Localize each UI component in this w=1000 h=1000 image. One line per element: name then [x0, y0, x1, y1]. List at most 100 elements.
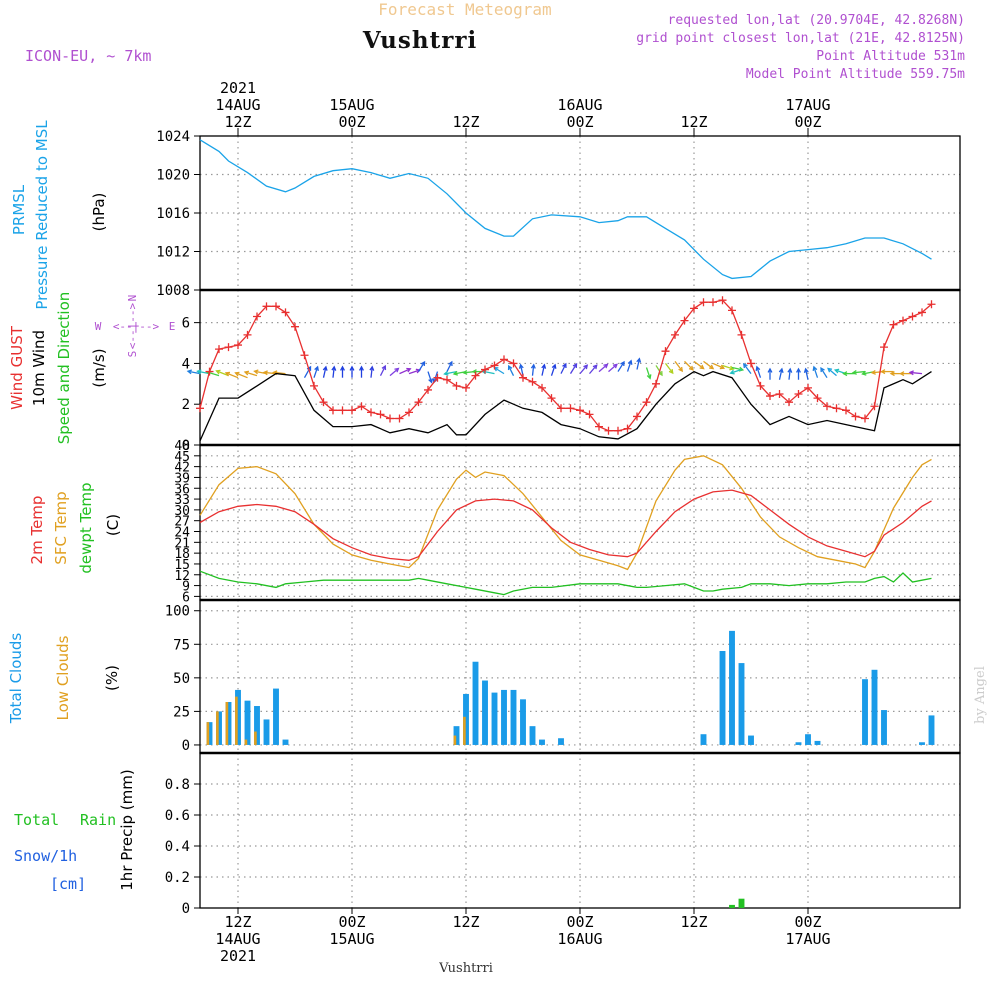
wind-arrow-shaft	[852, 370, 866, 374]
top-time-label: 00Z	[794, 113, 821, 131]
wind-arrow-head	[820, 366, 825, 373]
wind-direction-arrow	[215, 369, 229, 377]
gust-marker	[576, 406, 584, 415]
wind-arrow-shaft	[399, 368, 411, 375]
compass-arrows: <--|-->	[113, 320, 160, 333]
precip-label-snow-unit: [cm]	[50, 875, 86, 893]
wind-direction-arrow	[796, 367, 801, 380]
gust-marker	[386, 414, 394, 423]
total-cloud-bar	[871, 669, 878, 745]
wind-direction-arrow	[331, 365, 337, 378]
wind-arrow-shaft	[541, 364, 546, 376]
total-cloud-bar	[206, 722, 213, 745]
bottom-time-label: 00Z	[566, 913, 593, 931]
wind-direction-arrow	[379, 364, 387, 376]
gust-marker	[870, 402, 879, 411]
y-tick-label: 75	[173, 637, 190, 653]
precip-ylabel: 1hr Precip (mm)	[118, 769, 136, 890]
wind-direction-arrow	[608, 363, 618, 373]
y-tick-label: 9	[182, 580, 190, 595]
wind-arrow-head	[186, 369, 193, 375]
gust-marker	[557, 404, 565, 413]
wind-arrow-head	[349, 365, 355, 371]
top-time-label: 16AUG	[557, 96, 602, 114]
point-altitude: Point Altitude 531m	[816, 49, 965, 64]
sfc-temp-line	[199, 455, 932, 571]
footer-location: Vushtrri	[438, 961, 493, 976]
wind-arrow-head	[406, 367, 412, 373]
gust-marker	[804, 383, 812, 392]
grid-point-coords: grid point closest lon,lat (21E, 42.8125…	[636, 31, 965, 46]
wind-arrow-shaft	[508, 365, 515, 376]
wind-arrow-shaft	[427, 371, 433, 383]
wind-arrow-head	[530, 363, 536, 369]
total-cloud-bar	[814, 740, 821, 745]
y-tick-label: 21	[174, 536, 190, 551]
wind-arrow-head	[880, 369, 886, 375]
gust-marker	[348, 406, 356, 415]
gust-marker	[367, 408, 375, 417]
wind-arrow-head	[870, 369, 876, 375]
wind-unit: (m/s)	[90, 348, 108, 387]
wind-arrow-shaft	[684, 360, 694, 371]
wind-direction-arrow	[636, 357, 642, 370]
gust-marker	[300, 351, 309, 360]
gust-marker	[547, 394, 556, 403]
y-tick-label: 30	[174, 504, 190, 519]
gust-marker	[633, 412, 641, 421]
wind-arrow-shaft	[655, 365, 663, 376]
y-tick-label: 0.4	[165, 839, 190, 855]
clouds-label-total: Total Clouds	[7, 633, 25, 725]
gust-marker	[528, 377, 537, 386]
bottom-time-label: 15AUG	[329, 930, 374, 948]
wind-direction-arrow	[359, 365, 364, 378]
y-tick-label: 4	[182, 356, 190, 372]
total-cloud-bar	[225, 702, 232, 745]
wind-arrow-head	[572, 362, 578, 369]
wind-direction-arrow	[399, 367, 412, 375]
wind-direction-arrow	[186, 369, 201, 375]
wind-direction-arrow	[712, 362, 726, 370]
wind-arrow-head	[234, 371, 240, 377]
gust-marker	[747, 359, 755, 368]
wind-arrow-shaft	[494, 367, 505, 375]
gust-marker	[927, 300, 936, 309]
y-tick-label: 0	[182, 738, 190, 754]
model-altitude: Model Point Altitude 559.75m	[746, 67, 965, 82]
low-cloud-bar	[225, 702, 229, 745]
y-tick-label: 24	[174, 526, 190, 541]
low-cloud-bar	[254, 731, 257, 745]
top-time-label: 00Z	[338, 113, 365, 131]
top-time-label: 17AUG	[785, 96, 830, 114]
wind-arrow-shaft	[804, 368, 809, 380]
wind-arrow-head	[518, 363, 524, 369]
wind-direction-arrow	[787, 367, 793, 380]
wind-direction-arrow	[569, 362, 578, 374]
temp-unit: (C)	[104, 514, 122, 536]
wind-direction-arrow	[243, 370, 258, 377]
top-time-label: 15AUG	[329, 96, 374, 114]
gust-marker	[671, 330, 679, 339]
wind-arrow-head	[196, 369, 202, 375]
gust-marker	[766, 392, 774, 401]
wind-direction-arrow	[427, 371, 433, 384]
compass-north: N	[126, 295, 139, 302]
wind-arrow-shaft	[703, 360, 714, 370]
wind-arrow-head	[462, 369, 468, 375]
y-tick-label: 39	[174, 471, 190, 486]
wind-arrow-shaft	[332, 366, 335, 378]
wind-direction-arrow	[322, 365, 328, 378]
total-cloud-bar	[244, 700, 251, 745]
y-tick-label: 33	[174, 493, 190, 508]
rain-bar	[729, 904, 735, 908]
top-time-label: 00Z	[566, 113, 593, 131]
gust-marker	[566, 404, 575, 413]
gust-marker	[623, 424, 632, 433]
wind-arrow-head	[340, 365, 345, 371]
gust-marker	[690, 304, 698, 313]
total-cloud-bar	[273, 688, 279, 745]
total-cloud-bar	[862, 679, 868, 745]
total-cloud-bar	[463, 693, 469, 745]
gust-marker	[414, 398, 423, 407]
gust-marker	[889, 320, 898, 329]
